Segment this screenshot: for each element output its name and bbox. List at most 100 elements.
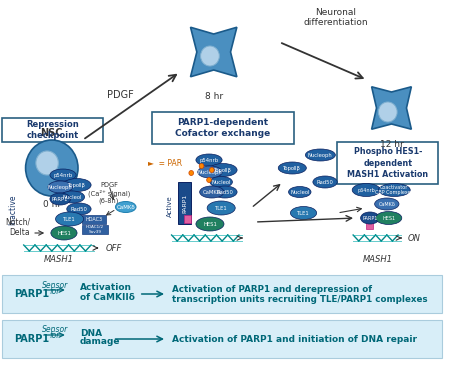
Text: 8 hr: 8 hr [205, 92, 223, 101]
Circle shape [36, 151, 58, 175]
Ellipse shape [67, 203, 91, 215]
Text: PARP1: PARP1 [14, 289, 49, 299]
Text: Rad50: Rad50 [317, 180, 334, 184]
Text: PARP1-dependent
Cofactor exchange: PARP1-dependent Cofactor exchange [175, 118, 271, 138]
FancyBboxPatch shape [82, 225, 108, 234]
Circle shape [26, 140, 78, 196]
Text: ON: ON [408, 233, 420, 243]
Ellipse shape [213, 186, 237, 198]
Text: Activation: Activation [80, 283, 132, 292]
Text: Nucleoph: Nucleoph [198, 170, 222, 174]
Text: for: for [49, 332, 60, 341]
Ellipse shape [361, 212, 379, 224]
Ellipse shape [207, 201, 235, 215]
Text: Nucleol: Nucleol [63, 194, 82, 200]
Text: damage: damage [80, 338, 120, 347]
Text: Nucleoph: Nucleoph [48, 184, 73, 190]
Text: p64nrb: p64nrb [357, 187, 375, 193]
Ellipse shape [374, 198, 399, 210]
Text: TopoⅡβ: TopoⅡβ [214, 167, 232, 173]
Ellipse shape [116, 201, 136, 213]
Text: MASH1: MASH1 [43, 255, 73, 264]
Text: HDAC3: HDAC3 [85, 217, 102, 222]
Text: 0 hr: 0 hr [43, 200, 61, 209]
Ellipse shape [209, 164, 237, 177]
Text: p54nrb: p54nrb [200, 158, 219, 162]
Ellipse shape [352, 184, 380, 197]
Text: of CaMKIIδ: of CaMKIIδ [80, 292, 135, 302]
Ellipse shape [378, 184, 410, 197]
Circle shape [201, 46, 219, 66]
Text: Activation of PARP1 and derepression of: Activation of PARP1 and derepression of [172, 285, 372, 293]
Circle shape [207, 177, 211, 183]
Text: CaMKδ: CaMKδ [378, 201, 395, 207]
Text: PDGF
(Ca²⁺ signal)
(6-8h): PDGF (Ca²⁺ signal) (6-8h) [88, 182, 130, 204]
Text: p54nrb: p54nrb [54, 173, 73, 177]
Ellipse shape [60, 191, 84, 203]
Text: Sensor: Sensor [42, 325, 68, 335]
Text: PARP1: PARP1 [362, 216, 378, 220]
Ellipse shape [51, 226, 77, 240]
Text: TLE1: TLE1 [63, 217, 76, 221]
Text: TopoⅡβ: TopoⅡβ [68, 183, 86, 187]
Ellipse shape [305, 149, 335, 161]
Text: TLE1: TLE1 [297, 210, 310, 216]
Text: ►  = PAR: ► = PAR [148, 158, 182, 167]
FancyBboxPatch shape [82, 215, 106, 224]
Ellipse shape [291, 207, 317, 220]
Text: HES1: HES1 [57, 230, 71, 236]
Text: Sensor: Sensor [42, 280, 68, 289]
Text: Notch/
Delta: Notch/ Delta [5, 217, 30, 237]
Ellipse shape [289, 187, 311, 197]
Ellipse shape [313, 176, 337, 188]
Ellipse shape [375, 211, 402, 224]
Ellipse shape [200, 186, 224, 198]
FancyBboxPatch shape [184, 215, 191, 223]
Text: Repression
checkpoint: Repression checkpoint [27, 120, 79, 140]
Ellipse shape [50, 193, 71, 205]
Ellipse shape [48, 181, 73, 193]
Text: Nucleol: Nucleol [211, 180, 231, 184]
Ellipse shape [278, 162, 306, 174]
FancyBboxPatch shape [337, 142, 438, 184]
Ellipse shape [63, 178, 91, 191]
Ellipse shape [196, 217, 224, 231]
Text: NSC: NSC [41, 128, 63, 138]
FancyBboxPatch shape [0, 0, 444, 270]
FancyBboxPatch shape [2, 118, 103, 142]
Text: for: for [49, 286, 60, 295]
FancyBboxPatch shape [152, 112, 294, 144]
Polygon shape [372, 87, 411, 129]
Text: transcription units recruiting TLE/PARP1 complexes: transcription units recruiting TLE/PARP1… [172, 295, 427, 303]
Text: Inactive: Inactive [8, 195, 17, 225]
Text: Nucleol: Nucleol [290, 190, 310, 194]
FancyBboxPatch shape [366, 222, 373, 229]
Text: Rad50: Rad50 [71, 207, 87, 211]
FancyBboxPatch shape [2, 275, 442, 313]
Text: Activation of PARP1 and initiation of DNA repair: Activation of PARP1 and initiation of DN… [172, 335, 417, 344]
Text: Phospho HES1-
dependent
MASH1 Activation: Phospho HES1- dependent MASH1 Activation [347, 147, 428, 178]
Text: DNA: DNA [80, 328, 102, 338]
Text: HES1: HES1 [203, 221, 217, 227]
Circle shape [199, 164, 204, 168]
Ellipse shape [50, 169, 76, 181]
Ellipse shape [210, 177, 232, 187]
Text: HDAC1/2
Suv39: HDAC1/2 Suv39 [86, 225, 104, 234]
Circle shape [210, 167, 214, 173]
Text: OFF: OFF [106, 243, 122, 253]
Text: TLE1: TLE1 [215, 206, 228, 210]
Ellipse shape [198, 166, 222, 178]
Text: PDGF: PDGF [107, 90, 134, 100]
Text: CaMKδ: CaMKδ [203, 190, 221, 194]
Text: PARP1: PARP1 [14, 334, 49, 344]
Text: HES1: HES1 [382, 216, 395, 220]
Text: Neuronal
differentiation: Neuronal differentiation [303, 8, 368, 27]
Polygon shape [191, 27, 237, 77]
Ellipse shape [55, 212, 83, 226]
Text: 12 hr: 12 hr [380, 140, 403, 149]
Ellipse shape [196, 154, 222, 166]
Text: MASH1: MASH1 [363, 255, 392, 264]
Text: Coactivator
CBP Complexes: Coactivator CBP Complexes [375, 185, 413, 195]
FancyBboxPatch shape [178, 182, 191, 224]
Circle shape [378, 102, 397, 122]
